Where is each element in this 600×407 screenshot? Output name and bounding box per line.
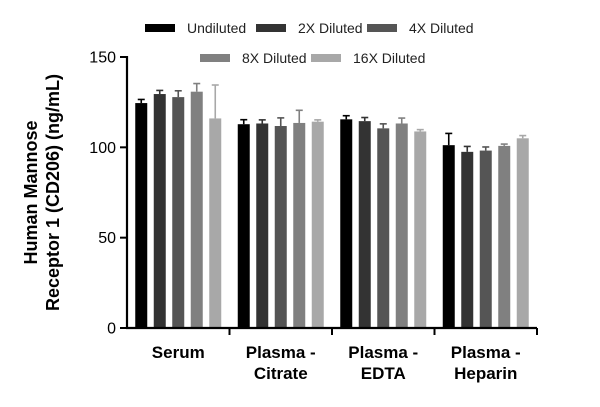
bar xyxy=(274,126,287,328)
x-category-label: EDTA xyxy=(361,364,406,383)
bar xyxy=(340,119,353,328)
bar xyxy=(172,97,185,328)
bar xyxy=(377,128,390,328)
legend-swatch xyxy=(256,24,286,32)
legend-label: 16X Diluted xyxy=(353,50,425,66)
y-axis-label: Human Mannose Receptor 1 (CD206) (ng/mL) xyxy=(21,74,63,311)
x-category-label: Citrate xyxy=(254,364,308,383)
legend-label: 8X Diluted xyxy=(242,50,307,66)
bar xyxy=(461,151,474,328)
x-category-label: Serum xyxy=(152,343,205,362)
bar xyxy=(190,91,203,328)
legend-label: 2X Diluted xyxy=(298,20,363,36)
legend: Undiluted 2X Diluted 4X Diluted 8X Diluted 1… xyxy=(145,20,474,66)
x-category-label: Plasma - xyxy=(348,343,418,362)
x-axis-category-labels: Serum Plasma - Citrate Plasma - EDTA Plasma -… xyxy=(152,343,521,383)
bar xyxy=(256,123,269,328)
y-tick-label: 0 xyxy=(107,321,116,338)
y-tick-label: 100 xyxy=(89,140,116,157)
bar xyxy=(395,123,408,328)
y-axis-label-line: Human Mannose xyxy=(21,120,41,264)
bar xyxy=(293,122,306,329)
legend-swatch xyxy=(367,24,397,32)
x-category-label: Heparin xyxy=(454,364,517,383)
bar xyxy=(358,121,371,329)
legend-label: 4X Diluted xyxy=(409,20,474,36)
y-tick-label: 50 xyxy=(98,230,116,247)
bar xyxy=(311,121,324,328)
bar xyxy=(516,138,529,328)
axes: 0 50 100 150 xyxy=(89,50,538,338)
x-category-label: Plasma - xyxy=(451,343,521,362)
bar xyxy=(479,150,492,328)
bar xyxy=(135,103,148,328)
bar xyxy=(237,124,250,328)
y-tick-label: 150 xyxy=(89,50,116,67)
x-category-label: Plasma - xyxy=(246,343,316,362)
bar xyxy=(442,145,455,328)
bars xyxy=(135,82,529,329)
bar xyxy=(209,118,222,328)
legend-swatch xyxy=(200,54,230,62)
bar xyxy=(153,94,166,328)
legend-swatch xyxy=(145,24,175,32)
y-axis-label-line: Receptor 1 (CD206) (ng/mL) xyxy=(43,74,63,311)
legend-swatch xyxy=(311,54,341,62)
legend-label: Undiluted xyxy=(187,20,246,36)
bar xyxy=(414,131,427,328)
bar xyxy=(498,145,511,328)
